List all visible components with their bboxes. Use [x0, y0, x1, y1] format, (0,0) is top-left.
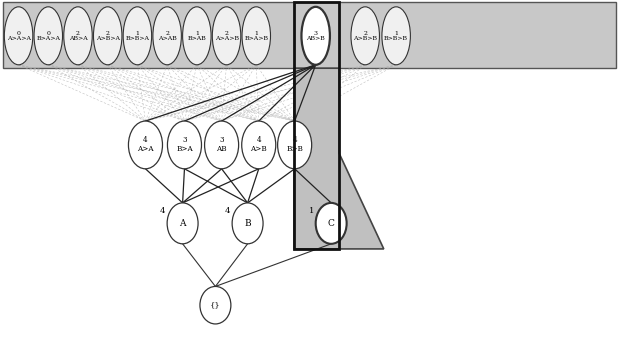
Ellipse shape [316, 203, 347, 244]
Text: B: B [245, 219, 251, 228]
Text: 3
AB: 3 AB [216, 136, 227, 153]
Ellipse shape [167, 121, 201, 169]
Text: 4
B>B: 4 B>B [286, 136, 303, 153]
Text: 3
AB>B: 3 AB>B [306, 30, 325, 41]
Ellipse shape [183, 7, 211, 65]
Text: 2
A>B>A: 2 A>B>A [96, 30, 119, 41]
Text: 2
A>A>B: 2 A>A>B [215, 30, 238, 41]
Ellipse shape [242, 7, 271, 65]
Ellipse shape [382, 7, 410, 65]
Text: 1
B>AB: 1 B>AB [188, 30, 206, 41]
Text: 3
B>A: 3 B>A [176, 136, 193, 153]
Ellipse shape [128, 121, 162, 169]
Text: 4
A>B: 4 A>B [250, 136, 267, 153]
Ellipse shape [301, 7, 330, 65]
Ellipse shape [232, 203, 263, 244]
FancyBboxPatch shape [3, 2, 616, 68]
Text: C: C [327, 219, 335, 228]
Text: 4: 4 [225, 207, 230, 216]
Text: 2
AB>A: 2 AB>A [69, 30, 87, 41]
Ellipse shape [212, 7, 241, 65]
Text: 4: 4 [160, 207, 165, 216]
Ellipse shape [93, 7, 122, 65]
Ellipse shape [123, 7, 152, 65]
Text: 2
A>B>B: 2 A>B>B [353, 30, 377, 41]
Text: 0
A>A>A: 0 A>A>A [7, 30, 30, 41]
Text: 4
A>A: 4 A>A [137, 136, 154, 153]
Text: 0
B>A>A: 0 B>A>A [37, 30, 60, 41]
Text: {}: {} [210, 301, 221, 309]
Text: 1
B>B>B: 1 B>B>B [384, 30, 408, 41]
Ellipse shape [200, 286, 231, 324]
Ellipse shape [153, 7, 181, 65]
Text: A: A [180, 219, 186, 228]
Ellipse shape [277, 121, 311, 169]
Ellipse shape [167, 203, 198, 244]
Ellipse shape [241, 121, 275, 169]
Ellipse shape [204, 121, 238, 169]
Polygon shape [294, 68, 384, 249]
Text: 1: 1 [309, 207, 314, 216]
Text: 1
B>A>B: 1 B>A>B [245, 30, 268, 41]
Ellipse shape [351, 7, 379, 65]
Ellipse shape [34, 7, 63, 65]
Text: 1
B>B>A: 1 B>B>A [126, 30, 149, 41]
Ellipse shape [4, 7, 33, 65]
Text: 2
A>AB: 2 A>AB [158, 30, 176, 41]
Ellipse shape [64, 7, 92, 65]
